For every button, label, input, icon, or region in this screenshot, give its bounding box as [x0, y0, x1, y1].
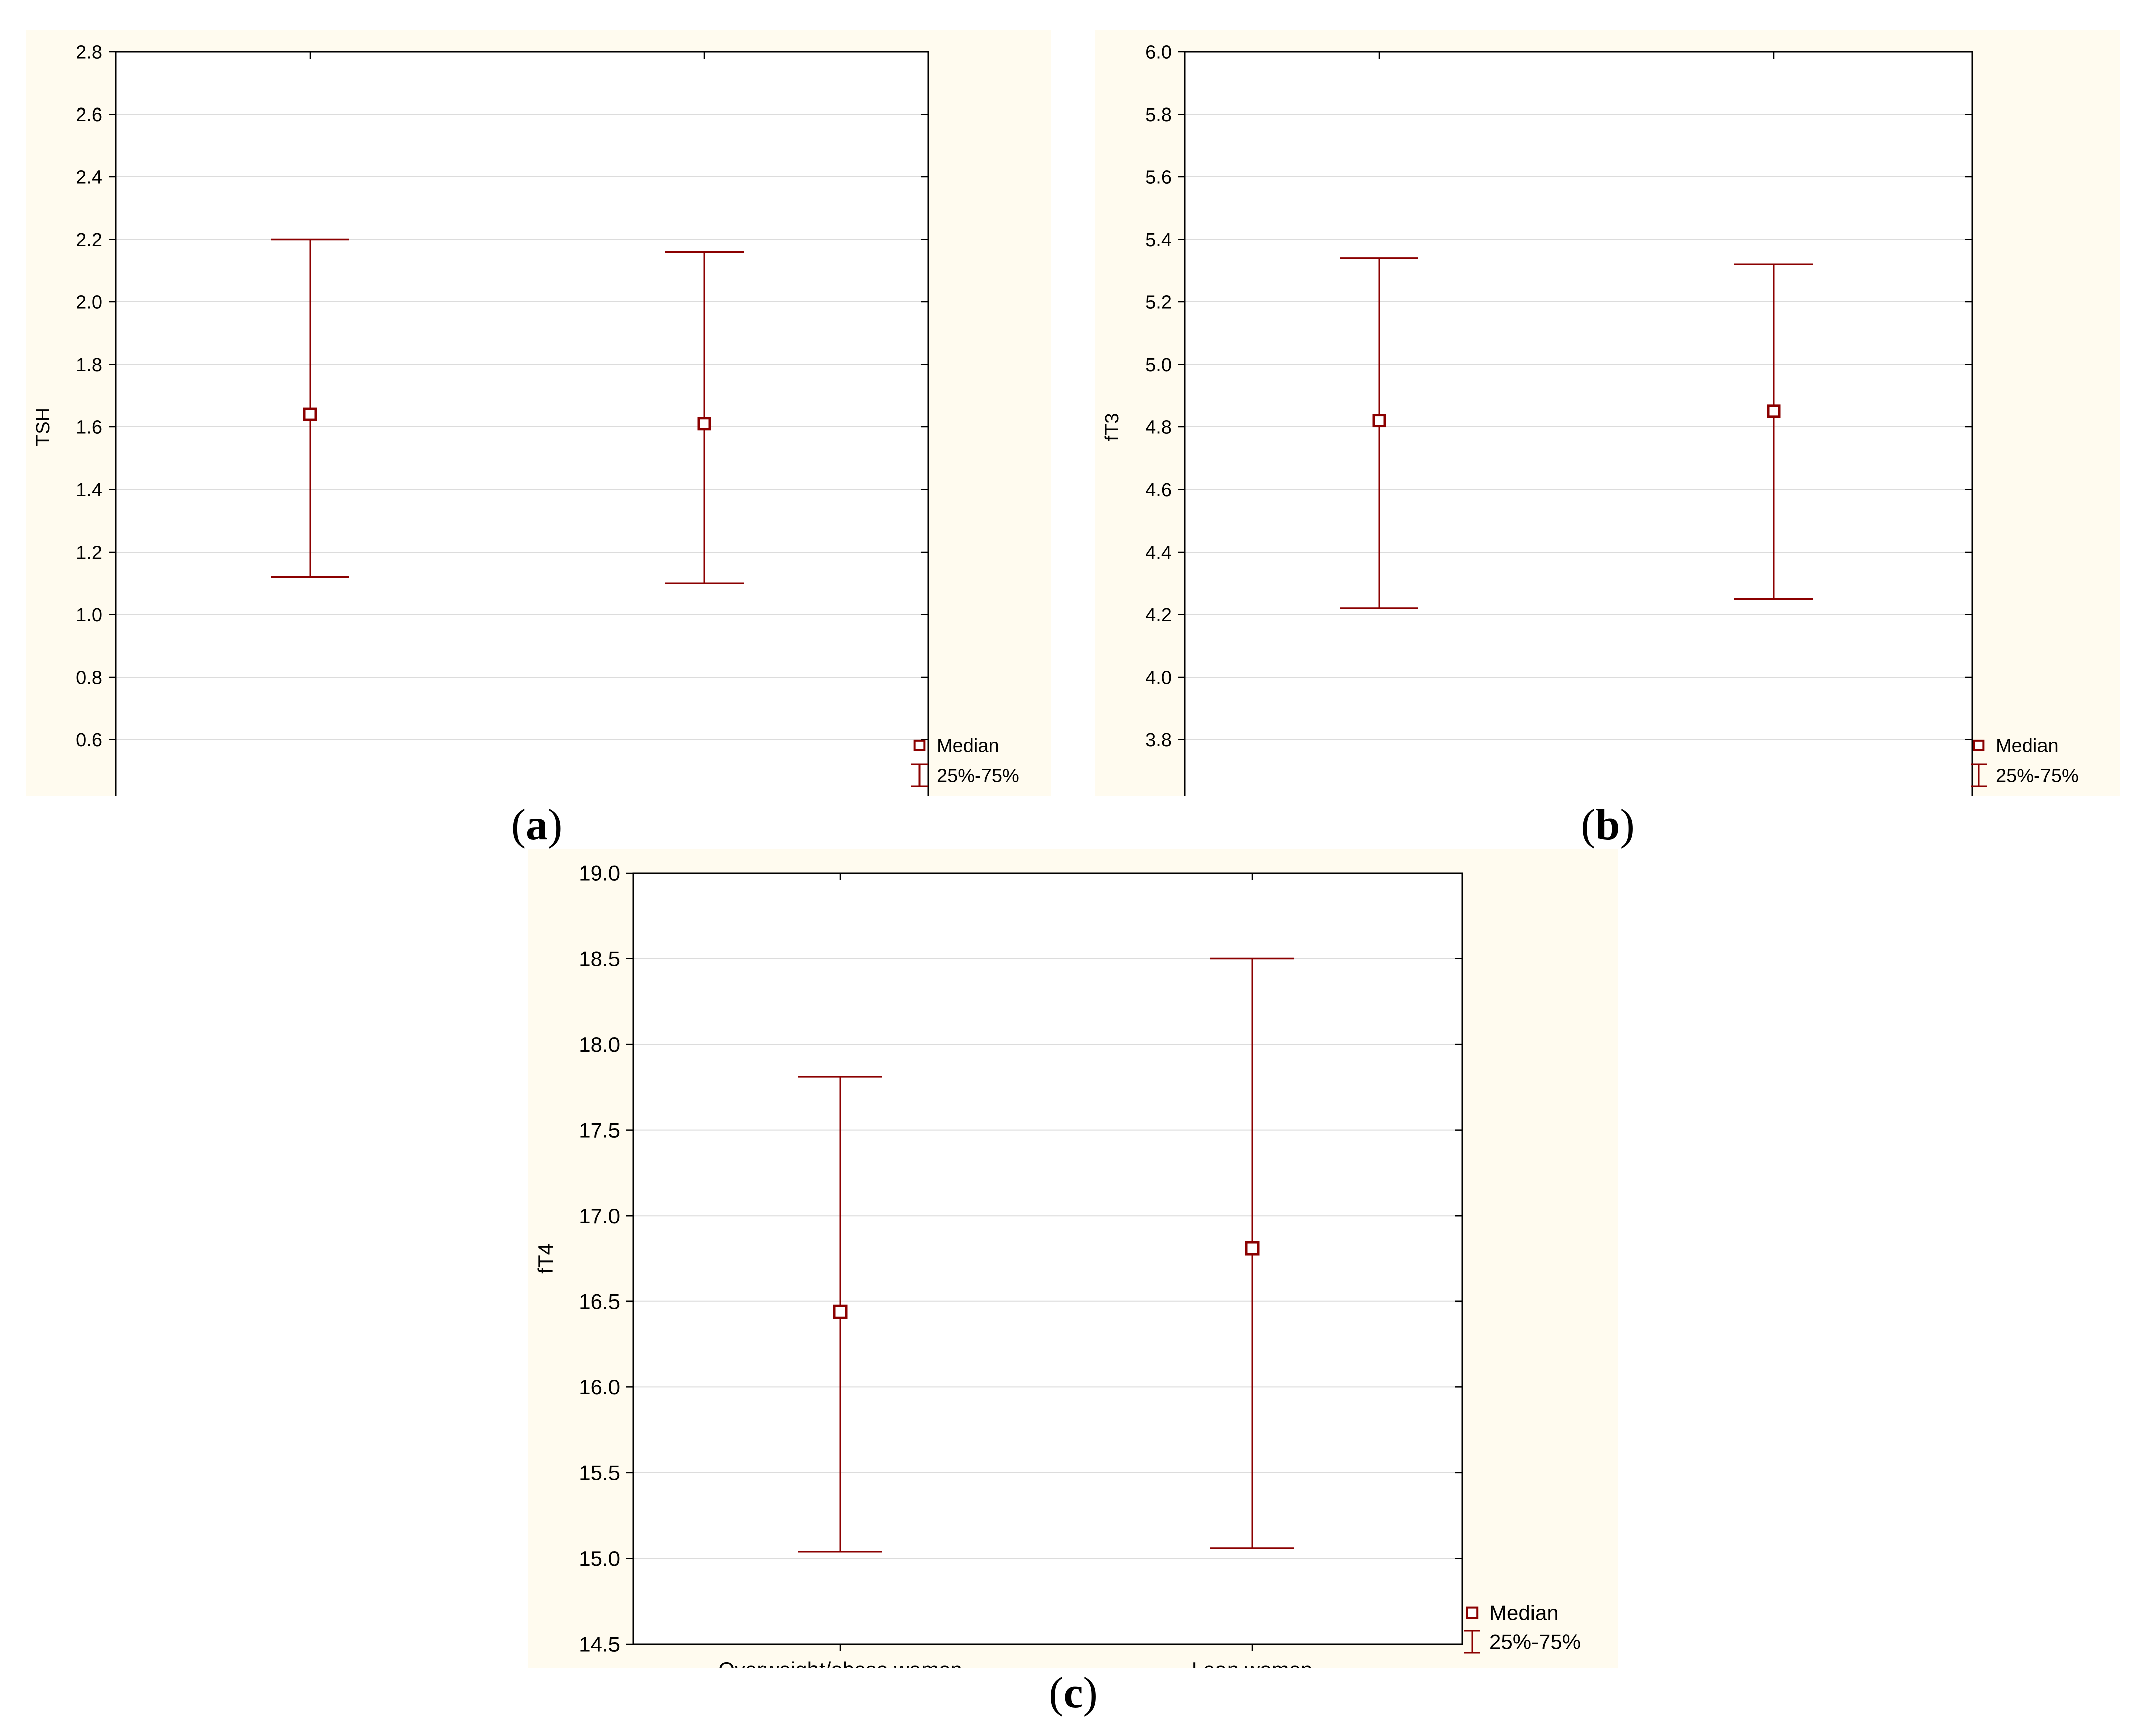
- caption-c-letter: c: [1063, 1669, 1083, 1717]
- caption-c: (c): [1049, 1669, 1098, 1717]
- y-tick-label: 19.0: [579, 861, 620, 885]
- y-tick-label: 5.2: [1145, 292, 1172, 313]
- plot-frame: [115, 51, 929, 796]
- chart-panel-c: 14.5 15.0 15.5 16.0 16.5 17.0 17.5 18.0 18.5 19.0…: [528, 849, 1618, 1668]
- legend-median-label: Median: [1489, 1601, 1559, 1625]
- caption-b-letter: b: [1595, 801, 1620, 849]
- median-marker: [697, 417, 711, 431]
- legend-median-marker: [1973, 739, 1985, 751]
- y-tick-label: 3.8: [1145, 730, 1172, 751]
- y-tick-label: 18.0: [579, 1033, 620, 1056]
- y-tick-label: 1.8: [76, 355, 103, 376]
- y-tick-label: 0.8: [76, 667, 103, 688]
- median-marker: [1767, 404, 1781, 418]
- y-tick-label: 2.6: [76, 104, 103, 126]
- y-tick-label: 0.4: [76, 792, 103, 796]
- y-tick-label: 17.0: [579, 1204, 620, 1228]
- x-tick-label: Lean women: [1192, 1658, 1313, 1668]
- median-marker: [1245, 1241, 1260, 1256]
- y-tick-label: 18.5: [579, 947, 620, 970]
- legend-range-label: 25%-75%: [1489, 1630, 1581, 1654]
- y-axis-label: fT3: [1102, 413, 1123, 441]
- legend-median-label: Median: [1996, 736, 2059, 757]
- y-tick-label: 5.0: [1145, 355, 1172, 376]
- y-tick-label: 4.8: [1145, 417, 1172, 438]
- x-tick-label: Overweight/obese women: [718, 1658, 962, 1668]
- y-tick-label: 4.6: [1145, 480, 1172, 501]
- y-tick-label: 16.5: [579, 1289, 620, 1313]
- y-tick-label: 5.4: [1145, 230, 1172, 251]
- median-marker: [833, 1304, 848, 1319]
- legend-median-marker: [1466, 1606, 1479, 1619]
- chart-c-svg: 14.5 15.0 15.5 16.0 16.5 17.0 17.5 18.0 18.5 19.0…: [534, 861, 1581, 1668]
- y-tick-label: 0.6: [76, 730, 103, 751]
- y-tick-label: 15.5: [579, 1461, 620, 1485]
- y-tick-label: 1.2: [76, 542, 103, 563]
- y-axis-label: fT4: [534, 1243, 557, 1274]
- legend-range-label: 25%-75%: [937, 765, 1019, 786]
- y-tick-label: 1.0: [76, 605, 103, 626]
- caption-a-letter: a: [526, 801, 548, 849]
- chart-b-svg: 3.6 3.8 4.0 4.2 4.4 4.6 4.8 5.0 5.2 5.4 5.6 5.8 6.0 f…: [1102, 42, 2079, 796]
- y-tick-label: 2.4: [76, 167, 103, 188]
- plot-area: [116, 52, 928, 796]
- caption-a: (a): [510, 801, 563, 849]
- y-tick-label: 4.2: [1145, 605, 1172, 626]
- plot-frame: [1184, 51, 1973, 796]
- y-axis-label: TSH: [33, 408, 54, 446]
- chart-panel-a: 0.4 0.6 0.8 1.0 1.2 1.4 1.6 1.8 2.0 2.2 2.4 2.6 2.8 T…: [26, 30, 1051, 796]
- y-tick-label: 1.6: [76, 417, 103, 438]
- y-tick-label: 4.0: [1145, 667, 1172, 688]
- y-tick-label: 6.0: [1145, 42, 1172, 63]
- y-tick-label: 2.8: [76, 42, 103, 63]
- legend-median-label: Median: [937, 736, 999, 757]
- chart-a-svg: 0.4 0.6 0.8 1.0 1.2 1.4 1.6 1.8 2.0 2.2 2.4 2.6 2.8 T…: [33, 42, 1019, 796]
- caption-b: (b): [1581, 801, 1635, 849]
- y-tick-label: 5.8: [1145, 104, 1172, 126]
- y-tick-label: 15.0: [579, 1547, 620, 1570]
- median-marker: [303, 407, 317, 421]
- legend-median-marker: [913, 739, 926, 751]
- plot-frame: [632, 872, 1463, 1645]
- y-tick-label: 1.4: [76, 480, 103, 501]
- y-tick-label: 2.0: [76, 292, 103, 313]
- median-marker: [1372, 414, 1386, 428]
- y-tick-label: 17.5: [579, 1118, 620, 1142]
- plot-area: [633, 873, 1462, 1644]
- chart-panel-b: 3.6 3.8 4.0 4.2 4.4 4.6 4.8 5.0 5.2 5.4 5.6 5.8 6.0 f…: [1095, 30, 2120, 796]
- y-tick-label: 2.2: [76, 230, 103, 251]
- plot-area: [1185, 52, 1972, 796]
- y-tick-label: 4.4: [1145, 542, 1172, 563]
- legend-range-label: 25%-75%: [1996, 765, 2079, 786]
- y-tick-label: 14.5: [579, 1633, 620, 1656]
- y-tick-label: 16.0: [579, 1375, 620, 1399]
- y-tick-label: 5.6: [1145, 167, 1172, 188]
- y-tick-label: 3.6: [1145, 792, 1172, 796]
